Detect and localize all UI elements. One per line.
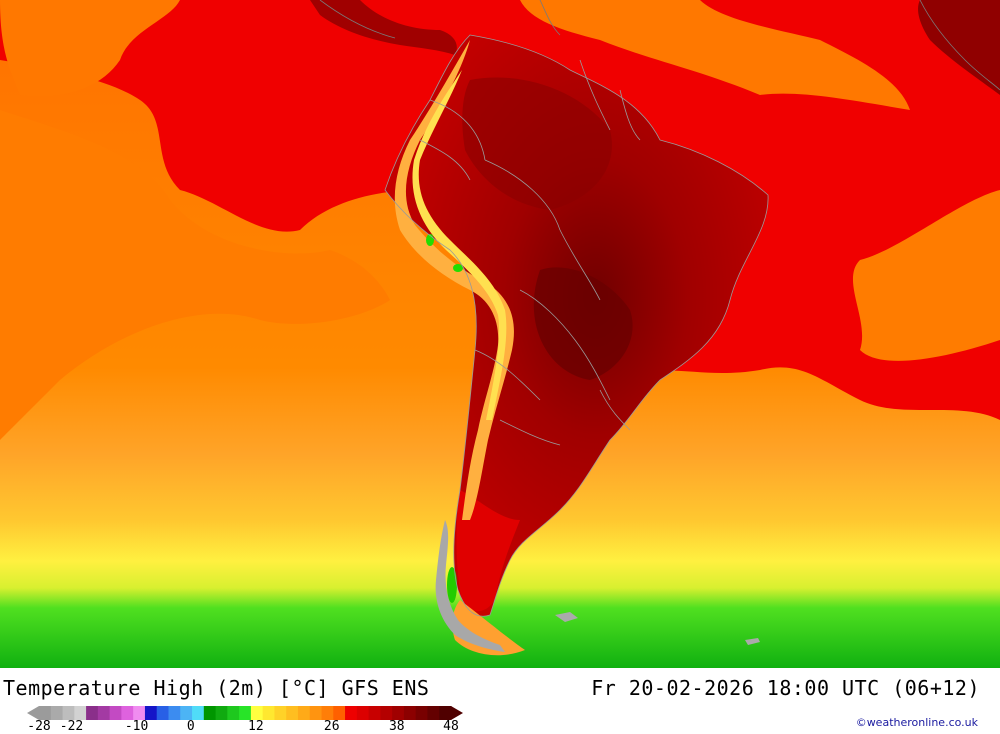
chilean-archipelago [435, 520, 505, 652]
patagonia-red [456, 490, 520, 612]
legend-swatch [321, 706, 334, 720]
legend-swatch [180, 706, 193, 720]
legend-swatch [356, 706, 370, 720]
legend-swatch [239, 706, 252, 720]
legend-tick-label: 0 [186, 719, 195, 734]
legend-swatch [392, 706, 405, 720]
legend-swatch [286, 706, 299, 720]
andes-yellow-core [412, 70, 507, 420]
legend-tick-label: 26 [323, 719, 340, 734]
central-america [310, 0, 457, 55]
legend-tick-label: -22 [59, 719, 84, 734]
color-legend [27, 706, 463, 720]
legend-arrow-left [27, 706, 39, 720]
northwest-orange-patch [0, 0, 180, 97]
falkland-islands [555, 612, 578, 622]
legend-swatch [109, 706, 122, 720]
legend-swatch [297, 706, 311, 720]
legend-swatch [403, 706, 417, 720]
legend-swatch [50, 706, 64, 720]
legend-swatch [309, 706, 323, 720]
legend-arrow-right [451, 706, 463, 720]
legend-swatch [262, 706, 275, 720]
legend-swatch [380, 706, 393, 720]
africa-hot-zone [918, 0, 1000, 95]
coastline-hints [319, 0, 1000, 91]
country-borders [384, 34, 769, 617]
legend-swatch [168, 706, 181, 720]
legend-swatch [415, 706, 428, 720]
southern-andes-green [447, 567, 457, 603]
legend-swatch [144, 706, 158, 720]
legend-swatch [439, 706, 452, 720]
legend-swatch [203, 706, 217, 720]
legend-swatch [133, 706, 146, 720]
legend-swatch [39, 706, 52, 720]
andes-cool-band [394, 40, 514, 520]
interior-heat-core [533, 267, 633, 380]
legend-swatch [227, 706, 240, 720]
legend-tick-label: 38 [388, 719, 405, 734]
legend-swatch [333, 706, 346, 720]
legend-swatch [86, 706, 99, 720]
legend-swatch [156, 706, 169, 720]
legend-swatch [121, 706, 134, 720]
east-atlantic-orange [852, 190, 1000, 361]
legend-swatch [215, 706, 228, 720]
legend-tick-label: -28 [27, 719, 51, 734]
temperature-map [0, 0, 1000, 668]
map-title: Temperature High (2m) [°C] GFS ENS [3, 676, 430, 700]
forecast-datetime: Fr 20-02-2026 18:00 UTC (06+12) [591, 676, 980, 700]
legend-swatch [427, 706, 440, 720]
pacific-orange-zone [0, 110, 390, 440]
source-credit[interactable]: ©weatheronline.co.uk [855, 716, 978, 729]
north-orange-patch [520, 0, 910, 110]
amazon-heat-core [462, 77, 612, 210]
legend-swatch [97, 706, 111, 720]
legend-tick-label: 48 [443, 719, 459, 734]
legend-swatch [368, 706, 381, 720]
legend-swatch [62, 706, 75, 720]
south-georgia [745, 638, 760, 645]
legend-swatch [250, 706, 264, 720]
legend-swatch [74, 706, 87, 720]
legend-tick-label: 12 [248, 719, 264, 734]
legend-swatch [274, 706, 287, 720]
legend-swatch [192, 706, 205, 720]
footer-bar [0, 668, 1000, 733]
legend-swatch [345, 706, 358, 720]
altiplano-green-spot-2 [453, 264, 463, 272]
legend-tick-label: -10 [124, 719, 149, 734]
